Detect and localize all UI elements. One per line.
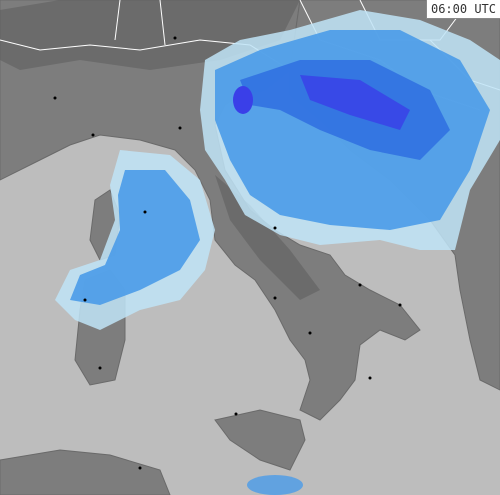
precipitation (55, 10, 500, 495)
cities (53, 36, 402, 470)
sicily (214, 409, 306, 471)
timestamp: 06:00 UTC (425, 0, 500, 19)
africa (0, 449, 171, 495)
